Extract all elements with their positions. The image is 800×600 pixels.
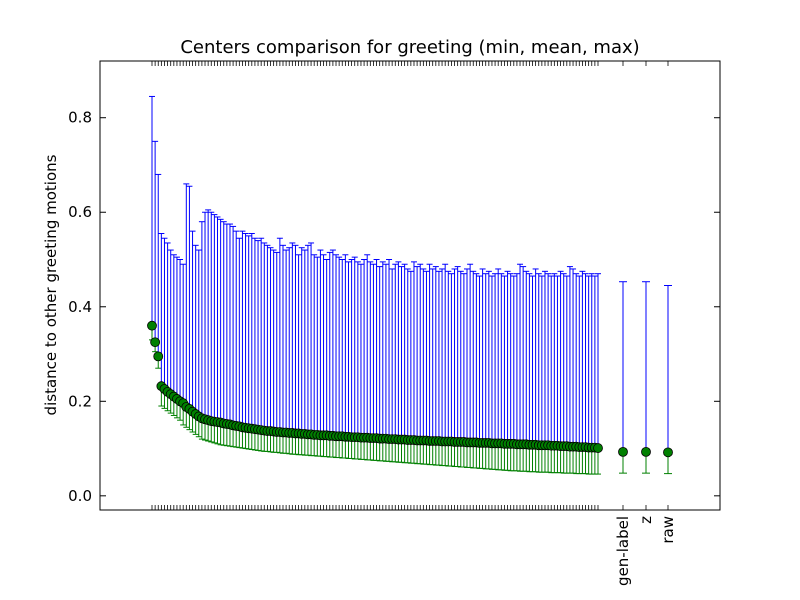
mean-marker <box>153 351 164 362</box>
bottom-tick-marks <box>151 505 669 510</box>
error-bars <box>149 95 672 475</box>
x-axis-labels: gen-label z raw <box>614 516 677 586</box>
y-tick-label: 0.2 <box>68 392 92 410</box>
y-axis-label: distance to other greeting motions <box>42 154 60 415</box>
mean-marker-raw <box>663 447 673 458</box>
mean-marker <box>147 320 157 331</box>
y-tick-label: 0.8 <box>68 109 92 127</box>
mean-marker <box>593 443 603 453</box>
mean-markers <box>147 320 673 458</box>
mean-marker-z <box>641 446 651 457</box>
x-tick-label-z: z <box>637 516 655 524</box>
y-tick-label: 0.4 <box>68 298 92 316</box>
x-tick-label-gen-label: gen-label <box>614 516 632 586</box>
mean-marker-gen-label <box>618 446 628 457</box>
top-tick-marks <box>151 61 669 66</box>
y-tick-label: 0.0 <box>68 487 92 505</box>
plot-frame <box>99 60 721 511</box>
y-tick-label: 0.6 <box>68 203 92 221</box>
mean-marker <box>150 337 161 348</box>
y-axis: 0.0 0.2 0.4 0.6 0.8 <box>68 109 720 505</box>
chart-title: Centers comparison for greeting (min, me… <box>180 37 639 58</box>
x-tick-label-raw: raw <box>659 516 677 544</box>
